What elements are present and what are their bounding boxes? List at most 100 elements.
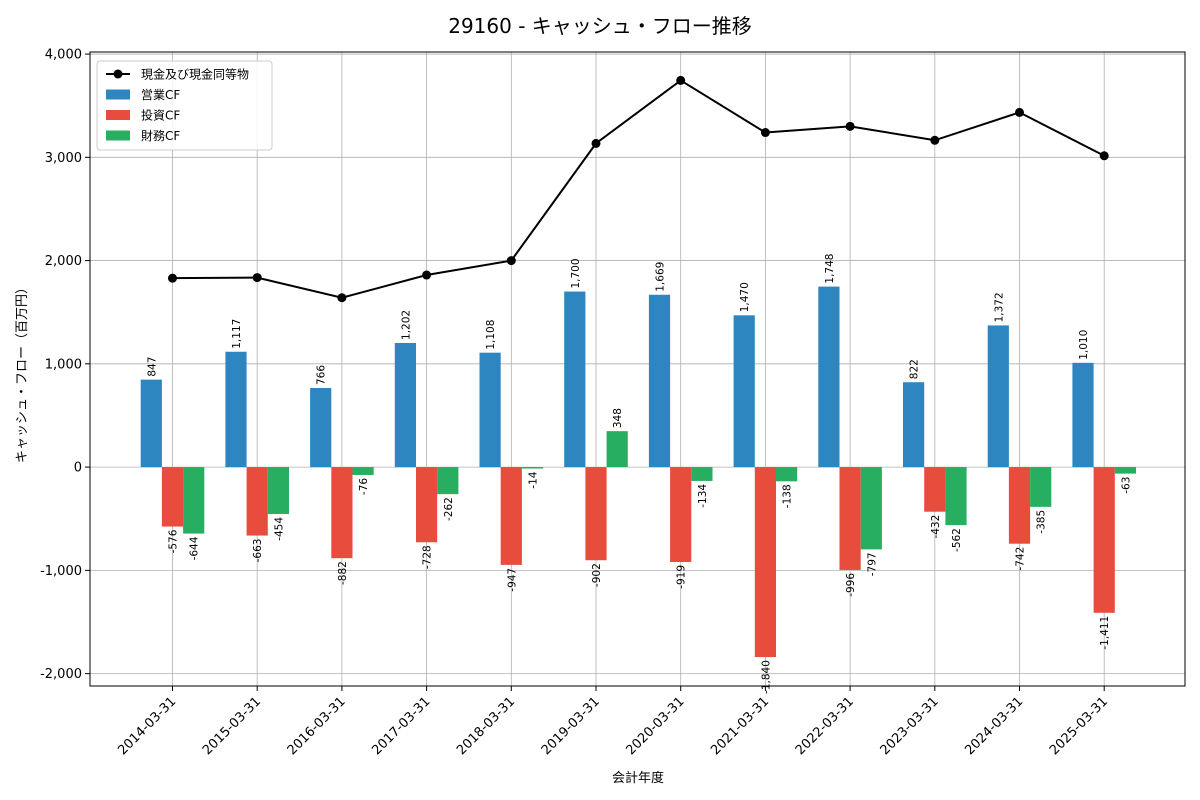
y-tick-label: 0 — [74, 461, 82, 476]
plot-frame — [89, 51, 1186, 687]
x-tick-label: 2017-03-31 — [369, 694, 433, 758]
bar-financing — [1114, 467, 1136, 474]
y-tick-label: -1,000 — [40, 564, 82, 579]
cash-point — [676, 75, 686, 85]
bar-operating — [648, 294, 671, 468]
bar-value-label: -947 — [506, 568, 518, 592]
bar-value-label: 1,108 — [485, 320, 497, 350]
y-tick-label: 4,000 — [45, 48, 82, 63]
cash-point — [845, 121, 855, 131]
x-tick-label: 2023-03-31 — [878, 694, 942, 758]
bar-value-label: -262 — [443, 497, 455, 521]
x-tick-label: 2025-03-31 — [1047, 694, 1111, 758]
legend-label: 投資CF — [141, 108, 180, 123]
x-axis-title: 会計年度 — [612, 770, 664, 786]
bar-value-label: -432 — [930, 515, 942, 539]
bar-investing — [1093, 467, 1115, 613]
bar-financing — [606, 431, 628, 468]
bar-value-label: 822 — [909, 359, 921, 379]
bar-value-label: -562 — [951, 528, 963, 552]
bar-value-label: -882 — [337, 561, 349, 585]
x-tick-label: 2024-03-31 — [962, 694, 1026, 758]
legend-box — [96, 60, 273, 151]
bar-operating — [394, 342, 416, 468]
y-axis-title: キャッシュ・フロー（百万円） — [15, 281, 30, 463]
bar-value-label: 1,669 — [655, 262, 667, 292]
bar-financing — [437, 467, 459, 495]
bar-financing — [691, 467, 713, 481]
bar-investing — [670, 467, 692, 562]
bar-value-label: 766 — [316, 365, 328, 385]
bar-operating — [1072, 362, 1094, 468]
bar-financing — [945, 467, 967, 526]
cash-point — [506, 256, 516, 266]
legend-label: 営業CF — [141, 88, 180, 102]
cash-point — [168, 273, 177, 283]
x-tick-label: 2022-03-31 — [793, 694, 857, 758]
cash-point — [930, 135, 940, 145]
cash-point — [1099, 151, 1109, 161]
cash-point — [760, 128, 770, 138]
bar-value-label: -63 — [1120, 477, 1132, 494]
bar-value-label: -385 — [1036, 510, 1048, 534]
bar-value-label: -76 — [358, 478, 370, 495]
legend-marker — [113, 69, 123, 79]
bar-value-label: 1,748 — [824, 254, 836, 284]
bar-value-label: -14 — [528, 471, 540, 488]
bar-investing — [331, 467, 353, 559]
bar-operating — [564, 291, 586, 468]
legend-label: 財務CF — [141, 128, 180, 143]
bar-value-label: 1,010 — [1078, 330, 1090, 360]
cash-point — [337, 293, 347, 303]
bar-value-label: 1,117 — [231, 319, 243, 349]
y-tick-label: 3,000 — [45, 151, 82, 166]
x-tick-label: 2018-03-31 — [454, 694, 518, 758]
bar-investing — [754, 467, 776, 658]
bar-value-label: 1,202 — [400, 310, 412, 340]
bar-value-label: -663 — [252, 539, 264, 563]
bar-value-label: -1,840 — [760, 660, 772, 694]
bar-operating — [225, 351, 247, 468]
bar-value-label: -728 — [422, 545, 434, 569]
bar-value-label: -996 — [845, 573, 857, 597]
bar-operating — [479, 352, 501, 468]
bar-operating — [733, 315, 755, 468]
bar-investing — [924, 467, 946, 512]
bar-operating — [140, 379, 162, 468]
bar-value-label: -797 — [866, 552, 878, 576]
bar-investing — [246, 467, 268, 536]
bar-operating — [310, 387, 332, 468]
bar-investing — [585, 467, 607, 561]
bar-operating — [818, 286, 840, 468]
bar-value-label: -134 — [697, 484, 709, 508]
bar-financing — [183, 467, 205, 534]
x-tick-label: 2019-03-31 — [539, 694, 603, 758]
bar-value-label: -576 — [168, 529, 180, 553]
cash-point — [252, 273, 262, 283]
plot-area: 847 1,117 766 1,202 1,108 1,700 1,669 1,470 1,74… — [40, 48, 1186, 758]
cash-point — [591, 138, 601, 148]
bar-operating — [987, 325, 1009, 468]
bar-value-label: 847 — [146, 357, 158, 377]
bar-financing — [776, 467, 798, 482]
y-tick-label: 1,000 — [45, 357, 82, 372]
y-tick-label: 2,000 — [45, 254, 82, 269]
bar-value-label: -1,411 — [1099, 616, 1111, 650]
chart-title: 29160 - キャッシュ・フロー推移 — [448, 14, 752, 38]
cash-point — [422, 270, 432, 280]
bar-value-label: -644 — [189, 536, 201, 560]
legend-label: 現金及び現金同等物 — [141, 67, 249, 82]
x-tick-label: 2016-03-31 — [285, 694, 349, 758]
bar-financing — [352, 467, 374, 475]
bar-value-label: -454 — [273, 517, 285, 541]
bar-investing — [839, 467, 861, 570]
bar-financing — [860, 467, 882, 550]
legend-bar-swatch — [106, 110, 130, 120]
x-tick-label: 2020-03-31 — [623, 694, 687, 758]
bar-value-label: -742 — [1015, 547, 1027, 571]
y-tick-label: -2,000 — [40, 667, 82, 682]
bar-investing — [416, 467, 438, 543]
bar-value-label: -138 — [782, 484, 794, 508]
